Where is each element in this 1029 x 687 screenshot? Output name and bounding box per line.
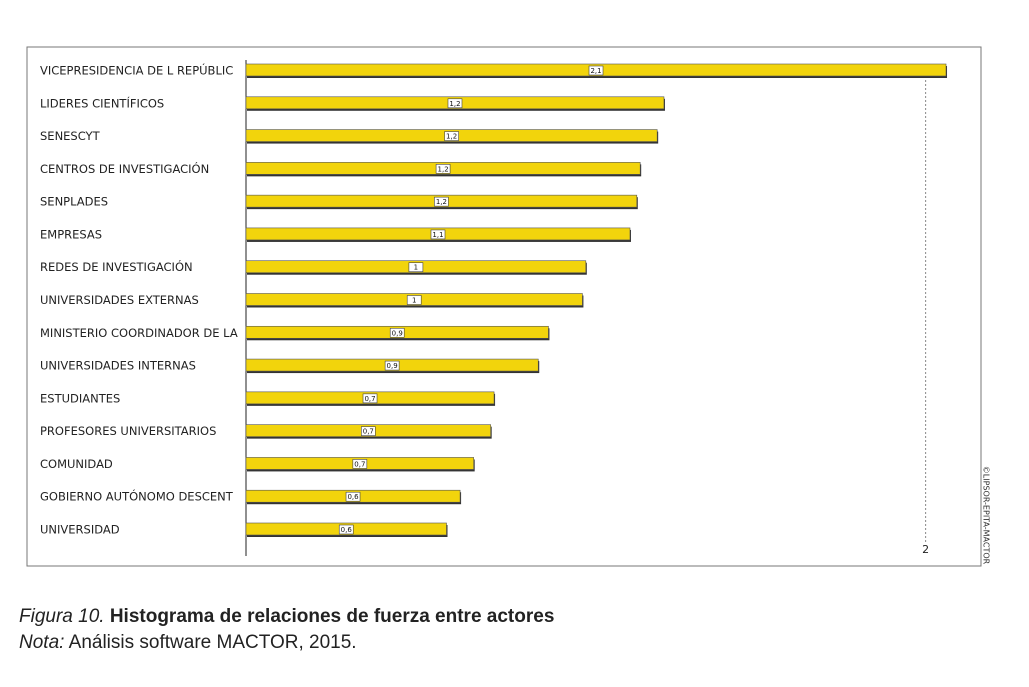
value-label: 1,2: [446, 133, 457, 141]
watermark: ©LIPSOR-EPITA-MACTOR: [982, 466, 991, 565]
y-tick-label: PROFESORES UNIVERSITARIOS: [40, 424, 216, 438]
value-label: 1: [412, 297, 416, 305]
caption-text: Histograma de relaciones de fuerza entre…: [109, 606, 555, 627]
y-tick-label: UNIVERSIDADES EXTERNAS: [40, 293, 199, 307]
y-tick-label: MINISTERIO COORDINADOR DE LA: [40, 326, 238, 340]
value-label-box: [444, 131, 459, 141]
y-tick-label: SENESCYT: [40, 129, 101, 143]
value-label-box: [362, 393, 378, 404]
y-tick-label: LIDERES CIENTÍFICOS: [40, 95, 164, 110]
value-label: 0,7: [364, 395, 375, 403]
value-label: 0,7: [354, 460, 365, 468]
note: Nota: Análisis software MACTOR, 2015.: [19, 632, 357, 654]
value-label-box: [434, 196, 449, 207]
value-label: 1,2: [438, 165, 449, 173]
value-label-box: [435, 164, 451, 174]
value-label-box: [389, 327, 405, 338]
value-label: 1,2: [449, 100, 460, 108]
y-tick-label: UNIVERSIDAD: [40, 523, 120, 537]
value-label: 1: [414, 264, 418, 272]
value-label: 1,1: [432, 231, 443, 239]
value-label-box: [447, 98, 463, 109]
y-tick-label: EMPRESAS: [40, 227, 102, 241]
value-label: 1,2: [436, 198, 447, 206]
value-label-box: [430, 229, 446, 240]
caption-label: Figura 10.: [19, 606, 105, 627]
value-label: 0,9: [387, 362, 398, 370]
value-label: 0,6: [341, 526, 353, 534]
value-label-box: [352, 459, 368, 469]
y-tick-label: SENPLADES: [40, 195, 108, 209]
note-text: Análisis software MACTOR, 2015.: [68, 632, 357, 653]
value-label: 0,7: [363, 428, 374, 436]
y-tick-label: COMUNIDAD: [40, 457, 113, 471]
caption: Figura 10. Histograma de relaciones de f…: [19, 606, 554, 628]
y-tick-label: VICEPRESIDENCIA DE L REPÚBLIC: [40, 63, 233, 78]
value-label-box: [361, 426, 376, 436]
value-label-box: [408, 262, 424, 273]
note-label: Nota:: [19, 632, 65, 653]
y-tick-label: REDES DE INVESTIGACIÓN: [40, 259, 193, 274]
value-label: 0,6: [347, 493, 359, 501]
x-tick-label: 2: [922, 543, 929, 556]
value-label: 2,1: [590, 67, 601, 75]
value-label-box: [338, 524, 354, 535]
value-label-box: [384, 360, 400, 371]
y-tick-label: GOBIERNO AUTÓNOMO DESCENT: [40, 489, 234, 504]
y-tick-label: CENTROS DE INVESTIGACIÓN: [40, 161, 209, 176]
value-label-box: [588, 65, 604, 76]
value-label-box: [345, 491, 361, 502]
y-tick-label: ESTUDIANTES: [40, 391, 120, 405]
y-tick-label: UNIVERSIDADES INTERNAS: [40, 359, 196, 373]
chart: ©LIPSOR-EPITA-MACTOR 2 VICEPRESIDENCIA DE…: [26, 46, 991, 567]
value-label-box: [406, 295, 422, 305]
value-label: 0,9: [392, 329, 403, 337]
